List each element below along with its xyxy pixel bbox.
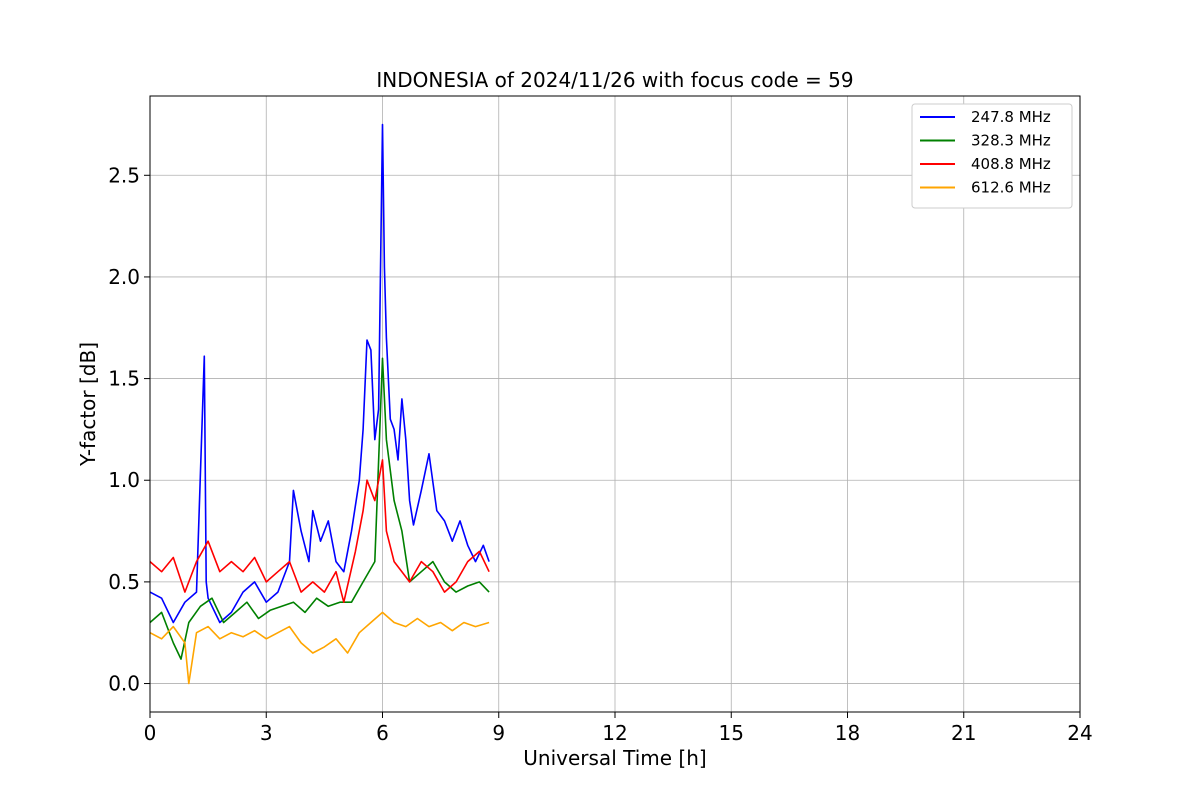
y-tick-label: 2.0	[108, 265, 140, 289]
legend-label: 408.8 MHz	[971, 155, 1051, 173]
y-axis: 0.0 0.5 1.0 1.5 2.0 2.5	[108, 163, 150, 696]
y-axis-title: Y-factor [dB]	[76, 342, 100, 467]
legend-box	[911, 103, 1073, 209]
legend: 247.8 MHz 328.3 MHz 408.8 MHz 612.6 MHz	[911, 103, 1073, 209]
series-layer	[149, 123, 490, 685]
x-tick-label: 18	[835, 721, 860, 745]
series-line-328-3-mhz	[149, 357, 490, 660]
x-axis-title: Universal Time [h]	[523, 746, 706, 770]
legend-label: 612.6 MHz	[971, 179, 1051, 197]
x-axis: 0 3 6 9 12 15 18 21 24	[144, 712, 1093, 745]
x-tick-label: 24	[1067, 721, 1092, 745]
x-tick-label: 21	[951, 721, 976, 745]
legend-label: 328.3 MHz	[971, 132, 1051, 150]
x-tick-label: 6	[376, 721, 389, 745]
y-tick-label: 1.0	[108, 468, 140, 492]
legend-label: 247.8 MHz	[971, 108, 1051, 126]
x-tick-label: 3	[260, 721, 273, 745]
x-tick-label: 15	[719, 721, 744, 745]
y-tick-label: 0.0	[108, 672, 140, 696]
chart-title: INDONESIA of 2024/11/26 with focus code …	[376, 68, 853, 92]
series-line-612-6-mhz	[149, 611, 490, 685]
series-line-408-8-mhz	[149, 459, 490, 604]
series-line-247-8-mhz	[149, 123, 490, 624]
x-tick-label: 9	[492, 721, 505, 745]
y-tick-label: 1.5	[108, 367, 140, 391]
x-tick-label: 12	[602, 721, 627, 745]
y-tick-label: 0.5	[108, 570, 140, 594]
y-tick-label: 2.5	[108, 163, 140, 187]
x-tick-label: 0	[144, 721, 157, 745]
